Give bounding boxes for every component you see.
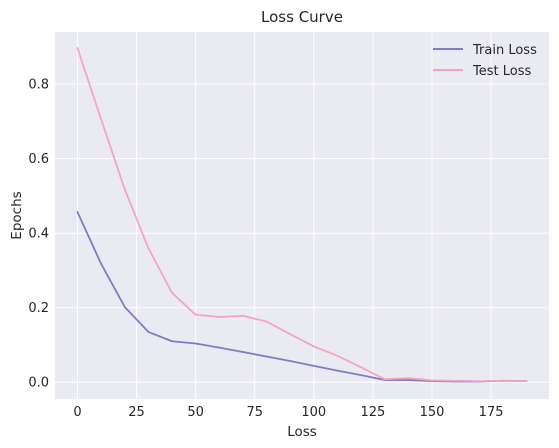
data-point-test-loss (478, 380, 481, 383)
legend-label-test-loss: Test Loss (472, 64, 531, 79)
data-point-train-loss (100, 262, 102, 265)
data-point-test-loss (502, 379, 504, 382)
data-point-test-loss (289, 333, 292, 336)
x-tick-label: 0 (73, 405, 81, 420)
y-tick-label: 0.8 (28, 78, 49, 93)
grid (55, 32, 549, 399)
data-point-test-loss (360, 366, 362, 369)
data-point-test-loss (431, 379, 433, 382)
data-point-train-loss (360, 374, 362, 377)
chart-title: Loss Curve (261, 8, 343, 26)
data-point-test-loss (100, 118, 102, 121)
data-point-test-loss (265, 320, 268, 323)
data-point-train-loss (289, 360, 292, 362)
y-tick-label: 0.2 (28, 301, 49, 316)
series-line-test-loss (76, 47, 527, 383)
data-point-train-loss (265, 355, 268, 358)
data-point-test-loss (242, 315, 244, 317)
data-point-train-loss (407, 379, 410, 381)
data-point-train-loss (123, 306, 126, 308)
y-tick-label: 0.4 (28, 227, 49, 242)
data-point-test-loss (194, 313, 197, 316)
data-point-train-loss (194, 342, 197, 345)
x-tick-label: 100 (301, 405, 326, 420)
data-point-test-loss (525, 380, 528, 383)
data-point-train-loss (171, 340, 173, 343)
x-tick-label: 50 (187, 405, 204, 420)
plot-area (55, 32, 549, 399)
data-point-test-loss (383, 378, 386, 381)
data-point-test-loss (123, 188, 126, 191)
data-point-train-loss (336, 369, 339, 372)
x-tick-label: 75 (246, 405, 263, 420)
x-tick-label: 25 (128, 405, 145, 420)
data-point-train-loss (242, 351, 244, 353)
data-point-train-loss (147, 331, 150, 333)
y-axis-ticks: 0.0 0.2 0.4 0.6 0.8 (28, 78, 49, 391)
y-tick-label: 0.0 (28, 376, 49, 391)
x-axis-ticks: 0 25 50 75 100 125 150 175 (73, 405, 503, 420)
data-point-test-loss (147, 247, 150, 250)
data-point-train-loss (312, 364, 315, 367)
legend-label-train-loss: Train Loss (472, 43, 537, 58)
data-point-train-loss (218, 346, 221, 349)
x-tick-label: 125 (360, 405, 385, 420)
y-tick-label: 0.6 (28, 152, 49, 167)
data-point-test-loss (171, 291, 173, 294)
x-tick-label: 175 (479, 405, 504, 420)
y-axis-label: Epochs (9, 191, 25, 239)
data-point-test-loss (454, 379, 457, 382)
data-point-test-loss (218, 316, 221, 318)
series-layer (76, 47, 528, 383)
legend: Train Loss Test Loss (433, 43, 537, 79)
data-point-test-loss (336, 354, 339, 357)
data-point-train-loss (76, 211, 79, 213)
x-tick-label: 150 (420, 405, 445, 420)
data-point-test-loss (76, 47, 79, 49)
data-point-test-loss (407, 377, 410, 380)
x-axis-label: Loss (287, 424, 317, 440)
data-point-test-loss (312, 345, 315, 348)
